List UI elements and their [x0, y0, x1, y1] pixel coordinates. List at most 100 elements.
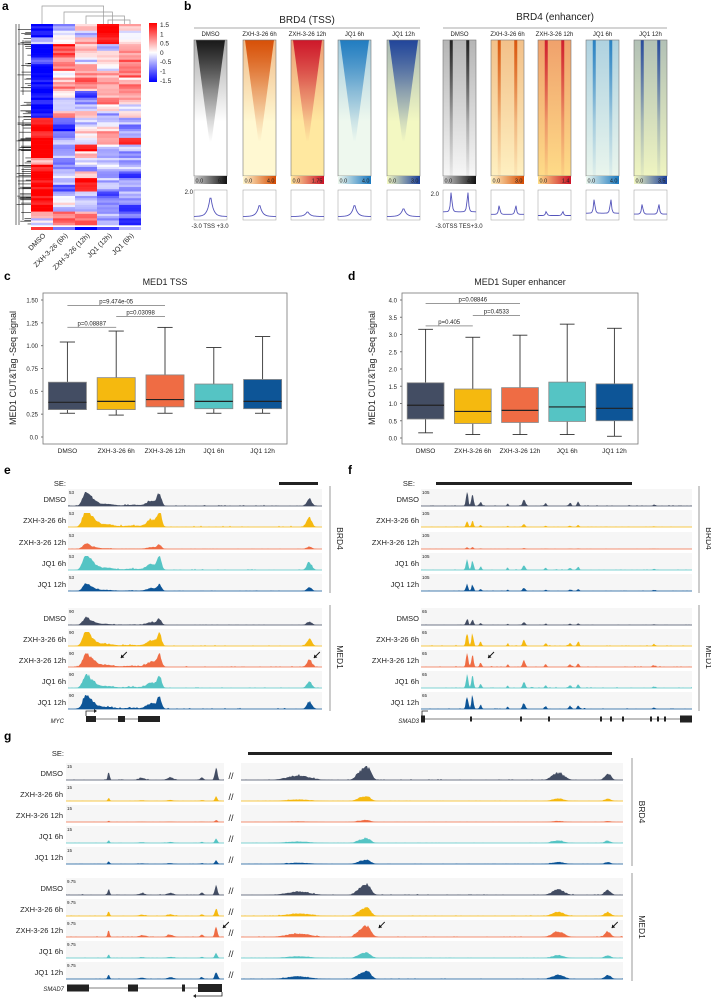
track-background: [421, 608, 692, 625]
track-scale: 9.75: [67, 900, 76, 905]
heatmap-cell: [119, 68, 141, 72]
gene-model-smad7: [67, 984, 223, 998]
heatmap-cell: [97, 26, 119, 29]
color-key-tick: 1: [160, 31, 164, 38]
heatmap-cell: [53, 146, 75, 150]
colorbar-min: 0.0: [389, 179, 397, 185]
track-med1-2: [68, 650, 322, 668]
profile-line: [338, 205, 371, 217]
heatmap-cell: [31, 142, 53, 145]
axis-break-icon: //: [228, 813, 234, 823]
heatmap-cell: [119, 169, 141, 172]
track-right-med1-2: [241, 920, 623, 938]
heatmap-cell: [119, 73, 141, 76]
heatmap-cell: [119, 211, 141, 215]
gene-name: SMAD7: [43, 987, 64, 993]
column-dendrogram: [41, 5, 104, 24]
heatmap-cell: [97, 209, 119, 212]
heatmap-cell: [31, 77, 53, 81]
heatmap-cell: [31, 28, 53, 31]
heatmap-cell: [119, 209, 141, 212]
heatmap-cell: [53, 128, 75, 132]
heatmap-cell: [31, 108, 53, 112]
heatmap-cell: [31, 122, 53, 125]
heatmap-cell: [75, 57, 97, 61]
colorbar: [338, 176, 371, 184]
heatmap-cell: [75, 44, 97, 47]
heatmap-cell: [97, 198, 119, 201]
heatmap-cell: [31, 207, 53, 210]
heatmap-cell: [53, 198, 75, 201]
profile-box: [242, 189, 277, 221]
axis-break-icon: //: [228, 928, 234, 938]
track-background: [66, 899, 224, 916]
heatmap-cell: [97, 187, 119, 190]
heatmap-cell: [75, 46, 97, 49]
heatmap-cell: [97, 162, 119, 165]
exon: [86, 716, 96, 722]
heatmap-cell: [119, 108, 141, 112]
signal-peaks: [68, 616, 322, 625]
heatmap-cell: [31, 209, 53, 212]
exon: [128, 984, 138, 992]
colorbar: [443, 176, 476, 184]
heatmap-cell: [97, 140, 119, 143]
color-key-tick: 1.5: [160, 22, 169, 29]
y-tick-label: 3.0: [389, 333, 398, 339]
heatmap-cell: [75, 73, 97, 76]
y-tick-label: 1.50: [26, 299, 38, 305]
track-background: [421, 510, 692, 527]
y-tick-label: 2.0: [389, 368, 398, 374]
heatmap-cell: [75, 211, 97, 215]
track-sample-label: JQ1 12h: [391, 580, 419, 589]
signal-heatmap-stripe: [544, 40, 548, 176]
colorbar: [538, 176, 571, 184]
heatmap-cell: [53, 149, 75, 152]
axis-break-icon: //: [228, 907, 234, 917]
box-4: [595, 383, 634, 422]
heatmap-cell: [53, 171, 75, 174]
x-tick-label: JQ1 6h: [203, 448, 224, 455]
p-value-label: p=0.08887: [78, 321, 107, 327]
heatmap-column-label: JQ1 (6h): [111, 232, 135, 256]
track-scale: 15: [67, 827, 73, 832]
signal-heatmap-shade: [586, 40, 619, 176]
track-background: [68, 608, 322, 625]
colorbar: [194, 176, 227, 184]
signal-peaks: [68, 695, 322, 709]
heatmap-cell: [119, 195, 141, 199]
track-scale: 15: [67, 764, 73, 769]
heatmap-cell: [97, 158, 119, 161]
track-sample-label: DMSO: [397, 495, 420, 504]
heatmap-sample-label: ZXH-3-26 6h: [490, 32, 524, 38]
panel-label-c: c: [4, 269, 11, 283]
heatmap-cell: [75, 106, 97, 110]
color-key-tick: 0: [160, 50, 164, 57]
heatmap-cell: [31, 184, 53, 188]
heatmap-cell: [97, 133, 119, 136]
heatmap-cell: [97, 213, 119, 217]
super-enhancer-bar: [248, 752, 612, 755]
track-background: [68, 629, 322, 646]
track-right-med1-3: [241, 941, 623, 959]
heatmap-column-label: DMSO: [28, 232, 48, 252]
heatmap-cell: [53, 86, 75, 90]
heatmap-cell: [31, 202, 53, 206]
heatmap-cell: [31, 220, 53, 224]
heatmap-cell: [75, 187, 97, 190]
heatmap-cell: [53, 53, 75, 56]
heatmap-cell: [53, 126, 75, 130]
panel-label-g: g: [4, 729, 11, 743]
heatmap-cell: [75, 146, 97, 150]
track-sample-label: ZXH-3-26 6h: [376, 516, 419, 525]
signal-heatmap-wedge: [340, 40, 369, 142]
track-background: [241, 899, 623, 916]
signal-heatmap-stripe: [657, 40, 661, 176]
signal-heatmap-stripe: [609, 40, 613, 176]
heatmap-cell: [75, 115, 97, 119]
colorbar-max: 4.0: [467, 179, 475, 185]
panel-label-a: a: [2, 0, 9, 13]
heatmap-cell: [119, 140, 141, 143]
heatmap-cell: [119, 82, 141, 85]
heatmap-cell: [31, 88, 53, 92]
